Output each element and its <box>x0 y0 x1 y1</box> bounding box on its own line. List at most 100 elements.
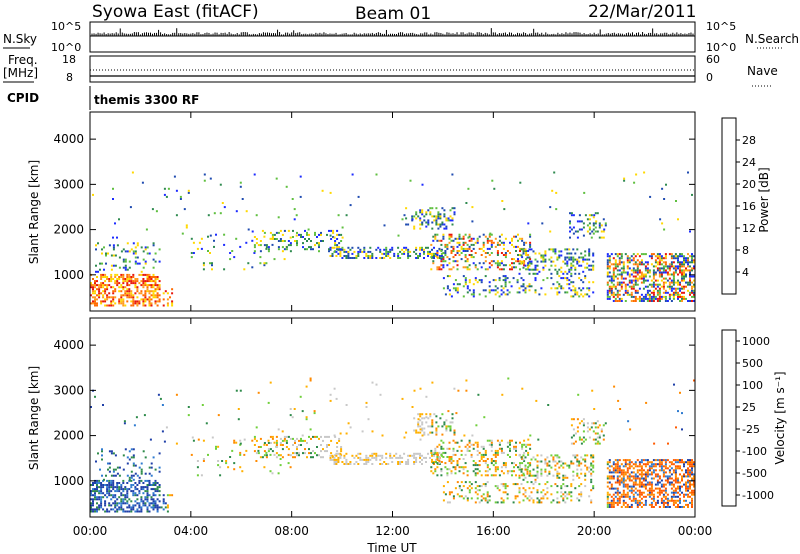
data-cell <box>486 241 489 244</box>
data-cell <box>128 294 131 297</box>
data-cell <box>162 498 165 501</box>
data-cell <box>124 502 127 505</box>
data-cell <box>689 465 691 468</box>
data-cell <box>456 441 459 444</box>
data-cell <box>357 246 360 249</box>
data-cell <box>614 469 617 472</box>
data-cell <box>106 486 109 489</box>
data-cell <box>496 260 499 263</box>
data-cell <box>205 422 208 425</box>
data-cell <box>691 489 693 492</box>
data-cell <box>144 502 147 505</box>
data-cell <box>128 479 131 482</box>
data-cell <box>425 213 428 216</box>
data-cell <box>519 268 521 271</box>
data-cell <box>488 247 491 250</box>
data-cell <box>668 469 671 472</box>
data-cell <box>136 296 139 299</box>
data-cell <box>646 471 649 474</box>
data-cell <box>154 506 157 509</box>
data-cell <box>534 458 537 461</box>
data-cell <box>114 454 117 457</box>
data-cell <box>453 211 456 214</box>
data-cell <box>674 267 677 270</box>
data-cell <box>679 465 681 468</box>
data-cell <box>562 462 565 465</box>
data-cell <box>490 260 493 263</box>
data-cell <box>638 479 641 482</box>
data-cell <box>654 503 657 506</box>
data-cell <box>302 439 304 442</box>
data-cell <box>429 211 432 214</box>
data-cell <box>287 462 290 465</box>
data-cell <box>425 246 427 249</box>
data-cell <box>586 454 589 457</box>
data-cell <box>683 465 685 468</box>
data-cell <box>136 286 139 289</box>
data-cell <box>444 252 447 254</box>
data-cell <box>628 461 631 464</box>
data-cell <box>444 451 447 454</box>
data-cell <box>126 506 129 509</box>
data-cell <box>403 246 406 249</box>
data-cell <box>430 256 433 259</box>
data-cell <box>239 185 242 188</box>
data-cell <box>664 479 667 482</box>
data-cell <box>423 250 425 253</box>
data-cell <box>679 501 681 504</box>
data-cell <box>101 248 103 251</box>
data-cell <box>634 499 637 502</box>
data-cell <box>375 458 378 461</box>
data-cell <box>328 229 330 232</box>
data-cell <box>462 295 465 298</box>
data-cell <box>421 223 424 226</box>
data-cell <box>618 459 621 462</box>
data-cell <box>296 446 298 448</box>
data-cell <box>154 502 157 505</box>
data-cell <box>401 252 404 255</box>
data-cell <box>562 483 565 486</box>
data-cell <box>677 279 679 282</box>
data-cell <box>540 260 543 263</box>
data-cell <box>606 295 609 298</box>
data-cell <box>656 257 659 260</box>
data-cell <box>100 300 103 303</box>
data-cell <box>468 445 471 448</box>
data-cell <box>604 422 607 425</box>
data-cell <box>498 243 501 246</box>
data-cell <box>638 263 641 266</box>
data-cell <box>644 487 647 490</box>
data-cell <box>502 268 505 271</box>
data-cell <box>632 263 635 266</box>
data-cell <box>638 489 641 492</box>
data-cell <box>685 499 687 502</box>
data-cell <box>460 247 463 250</box>
data-cell <box>644 267 647 270</box>
data-cell <box>435 207 438 210</box>
data-cell <box>608 279 611 282</box>
data-cell <box>541 222 544 225</box>
data-cell <box>661 187 664 190</box>
data-cell <box>287 240 290 242</box>
data-cell <box>538 483 541 486</box>
data-cell <box>333 387 336 390</box>
data-cell <box>425 211 428 214</box>
data-cell <box>132 456 135 459</box>
data-cell <box>498 443 501 446</box>
data-cell <box>126 282 129 285</box>
data-cell <box>534 289 537 292</box>
data-cell <box>452 256 455 259</box>
data-cell <box>638 271 641 274</box>
data-cell <box>433 413 436 416</box>
data-cell <box>630 465 633 468</box>
data-cell <box>556 476 559 479</box>
data-cell <box>156 510 159 513</box>
data-cell <box>494 449 497 452</box>
data-cell <box>106 294 109 297</box>
colorbar-tick-label: -100 <box>742 445 767 458</box>
data-cell <box>662 295 665 298</box>
data-cell <box>592 281 595 284</box>
data-cell <box>582 424 585 427</box>
data-cell <box>674 506 677 508</box>
data-cell <box>560 491 563 494</box>
